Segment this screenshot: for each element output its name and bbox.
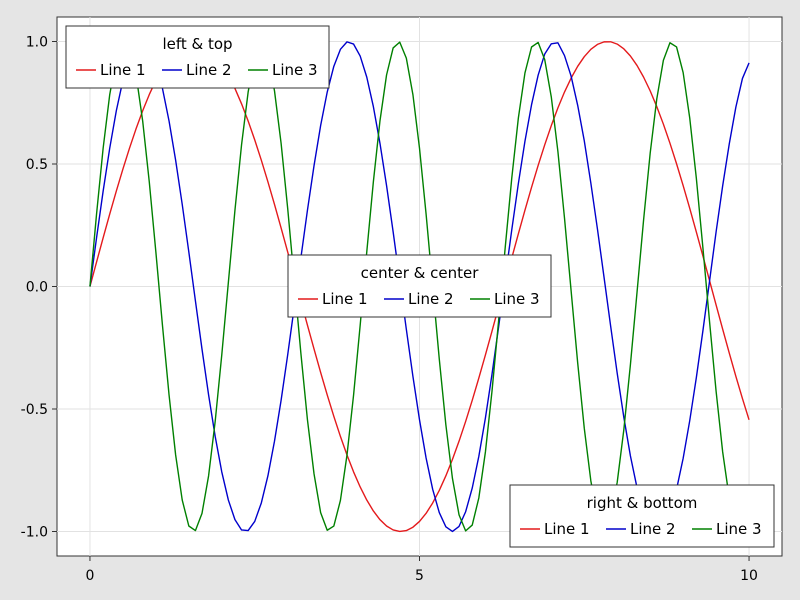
legend-entry-label: Line 2 (630, 520, 676, 538)
legend-left-top: left & top Line 1 Line 2 Line 3 (65, 25, 330, 89)
legend-box (509, 484, 775, 548)
axes: 0 5 10 -1.0 -0.5 0.0 0.5 1.0 (21, 35, 758, 585)
legend-title: left & top (162, 35, 232, 53)
x-tick-label: 10 (740, 568, 758, 584)
legend-entry-label: Line 3 (494, 290, 540, 308)
legend-entry-label: Line 1 (100, 61, 146, 79)
y-tick-label: 1.0 (26, 35, 48, 51)
series-line-3 (89, 41, 750, 532)
legend-entry-label: Line 1 (544, 520, 590, 538)
legend-title: center & center (361, 264, 480, 282)
legend-entry-label: Line 3 (272, 61, 318, 79)
x-tick-label: 5 (415, 568, 424, 584)
legend-entry-label: Line 2 (408, 290, 454, 308)
legend-entry-label: Line 3 (716, 520, 762, 538)
legend-box (65, 25, 330, 89)
y-tick-label: -0.5 (21, 402, 48, 418)
legend-entry-label: Line 1 (322, 290, 368, 308)
legend-title: right & bottom (587, 494, 698, 512)
legend-center-center: center & center Line 1 Line 2 Line 3 (287, 254, 552, 318)
legend-right-bottom: right & bottom Line 1 Line 2 Line 3 (509, 484, 775, 548)
legend-box (287, 254, 552, 318)
y-tick-label: -1.0 (21, 525, 48, 541)
x-tick-label: 0 (85, 568, 94, 584)
legend-entry-label: Line 2 (186, 61, 232, 79)
y-tick-label: 0.0 (26, 280, 48, 296)
y-tick-label: 0.5 (26, 157, 48, 173)
